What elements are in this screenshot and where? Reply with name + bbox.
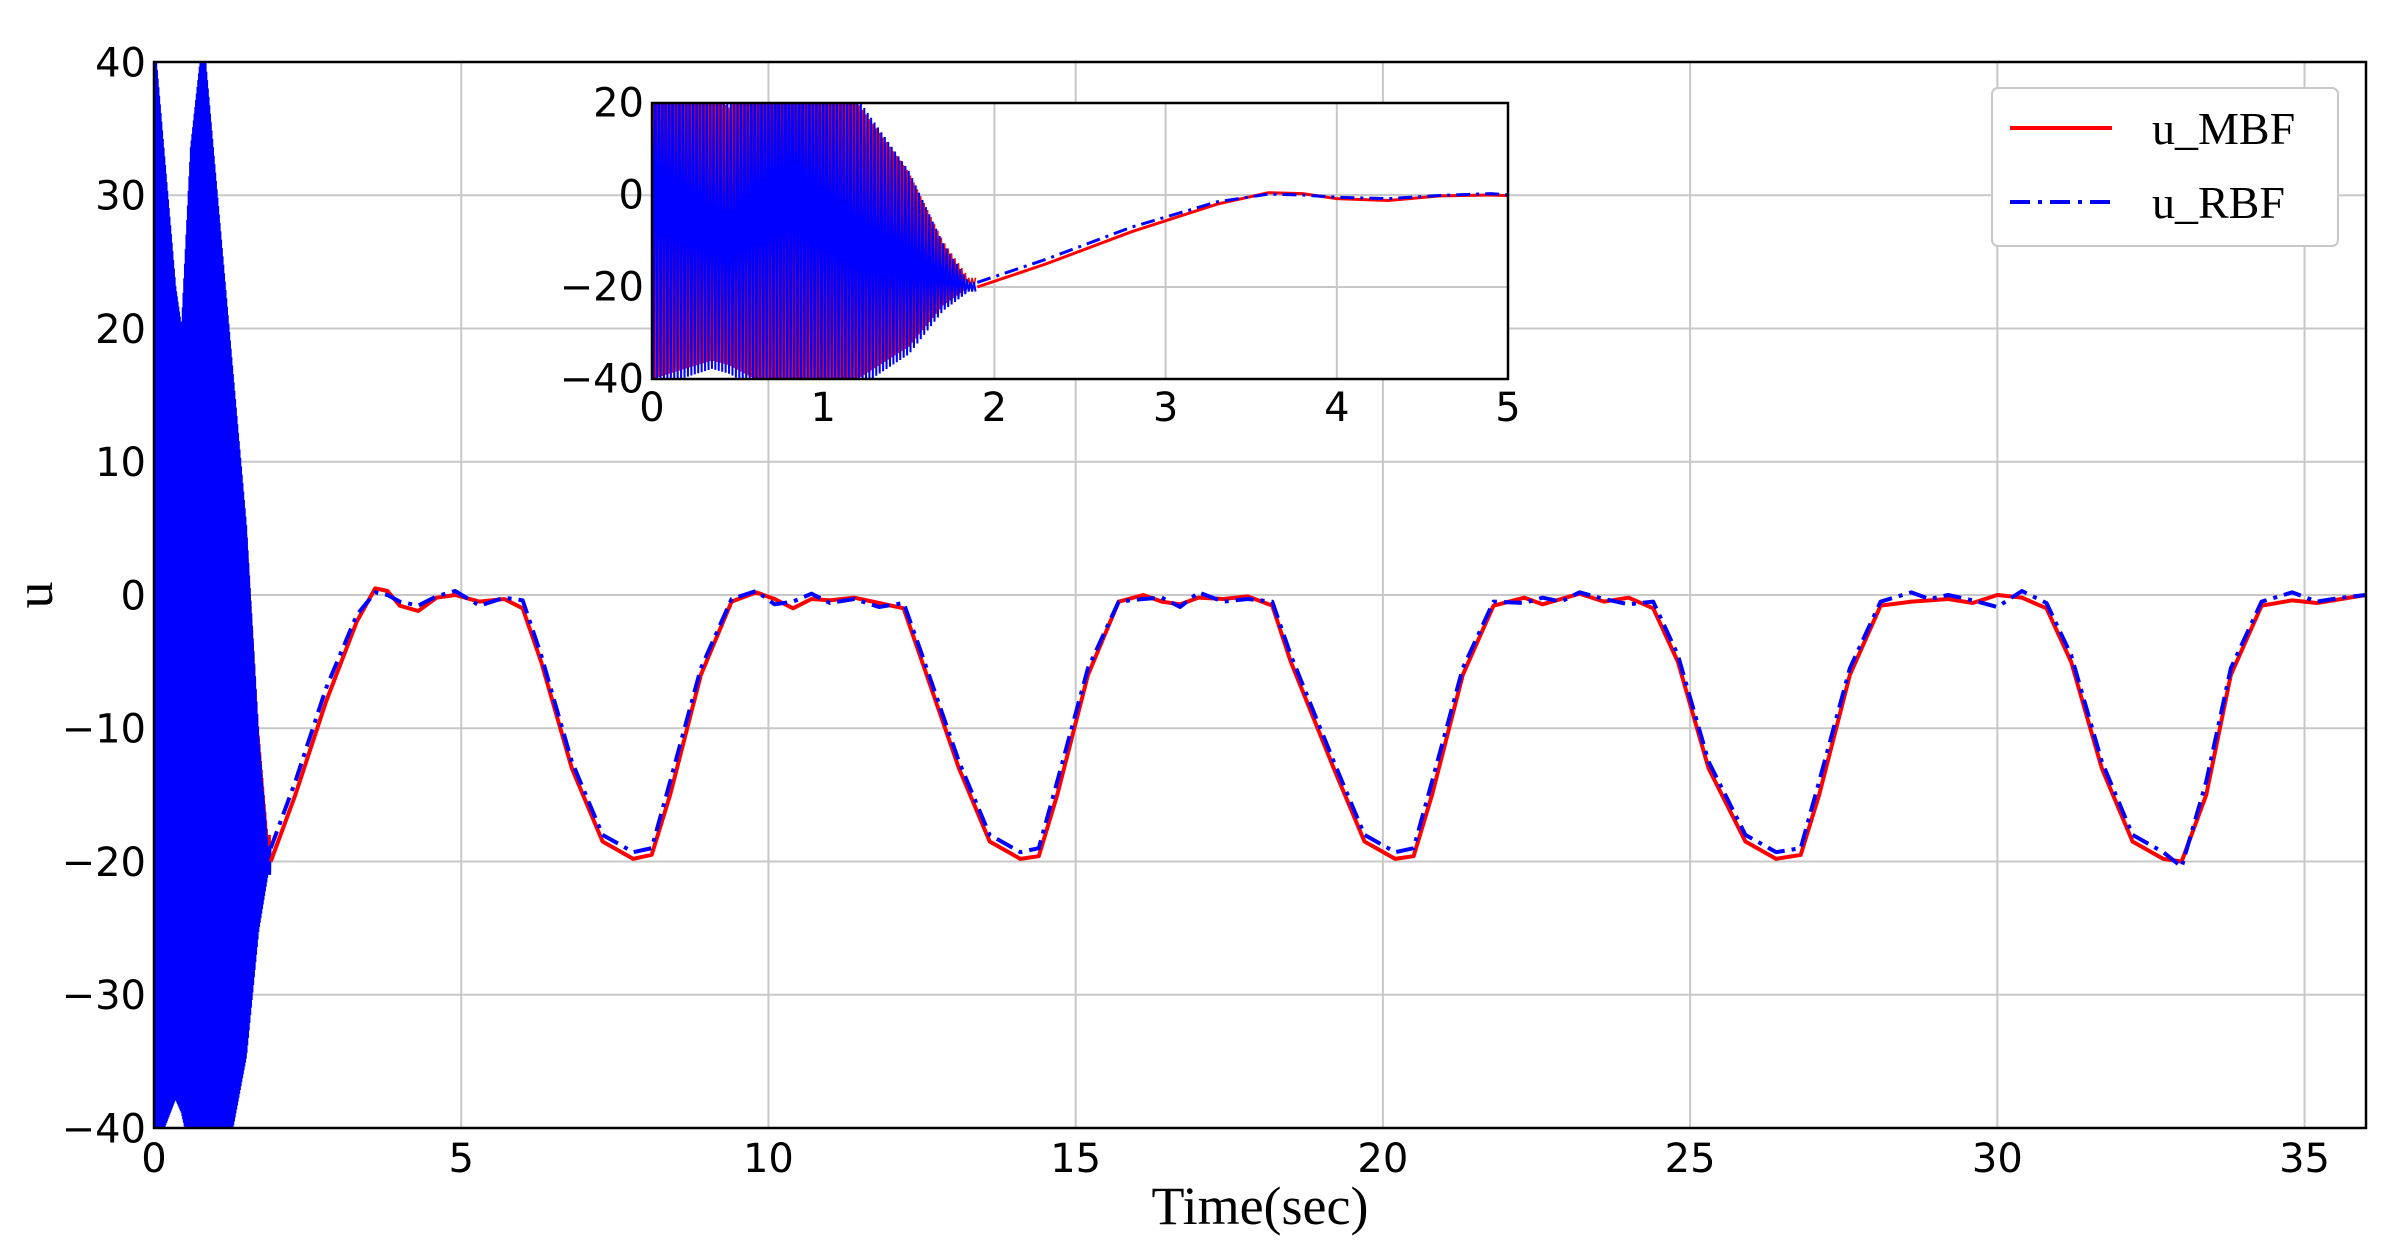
main-y-tick-label: 30 <box>95 174 146 220</box>
inset-y-tick-label: −20 <box>560 265 644 311</box>
main-y-tick-label: 40 <box>95 40 146 86</box>
main-series-u-rbf <box>268 589 2366 869</box>
inset-x-tick-label: 3 <box>1153 385 1178 431</box>
legend-label-u-rbf: u_RBF <box>2152 177 2285 228</box>
main-y-tick-label: 10 <box>95 440 146 486</box>
main-series-u-mbf <box>268 586 2366 864</box>
inset-x-tick-label: 1 <box>810 385 835 431</box>
main-x-tick-label: 5 <box>448 1136 473 1182</box>
main-x-tick-label: 25 <box>1665 1136 1716 1182</box>
main-x-tick-label: 0 <box>141 1136 166 1182</box>
inset-y-tick-label: 20 <box>593 81 644 127</box>
legend-label-u-mbf: u_MBF <box>2152 103 2295 154</box>
inset-transient-oscillation <box>652 103 977 379</box>
inset-x-ticks: 0 1 2 3 4 5 <box>639 385 1520 431</box>
main-x-tick-label: 30 <box>1972 1136 2023 1182</box>
main-y-tick-label: −10 <box>62 707 146 753</box>
inset-transient-u-rbf <box>652 103 977 379</box>
inset-plot-frame <box>650 101 1510 381</box>
legend: u_MBF u_RBF <box>1991 87 2339 247</box>
inset-y-ticks: −40 −20 0 20 <box>560 81 644 403</box>
inset-y-tick-label: 0 <box>619 173 644 219</box>
y-axis-title: u <box>4 582 64 609</box>
main-transient-oscillation <box>154 62 272 1128</box>
inset-x-tick-label: 2 <box>982 385 1007 431</box>
x-axis-title: Time(sec) <box>1152 1176 1369 1236</box>
inset-x-tick-label: 0 <box>639 385 664 431</box>
main-y-ticks: −40 −30 −20 −10 0 10 20 30 40 <box>62 40 146 1152</box>
inset-y-tick-label: −40 <box>560 357 644 403</box>
main-x-tick-label: 15 <box>1050 1136 1101 1182</box>
main-plot-frame <box>152 60 2368 1130</box>
main-x-tick-label: 35 <box>2279 1136 2330 1182</box>
main-x-ticks: 0 5 10 15 20 25 30 35 <box>141 1136 2330 1182</box>
inset-x-tick-label: 5 <box>1495 385 1520 431</box>
main-y-tick-label: 20 <box>95 307 146 353</box>
main-x-tick-label: 20 <box>1357 1136 1408 1182</box>
main-y-tick-label: −40 <box>62 1106 146 1152</box>
main-y-tick-label: 0 <box>121 573 146 619</box>
main-x-tick-label: 10 <box>743 1136 794 1182</box>
main-y-tick-label: −30 <box>62 973 146 1019</box>
main-y-tick-label: −20 <box>62 840 146 886</box>
main-transient-u-rbf <box>154 62 272 1128</box>
main-series <box>268 586 2366 869</box>
inset-x-tick-label: 4 <box>1324 385 1349 431</box>
